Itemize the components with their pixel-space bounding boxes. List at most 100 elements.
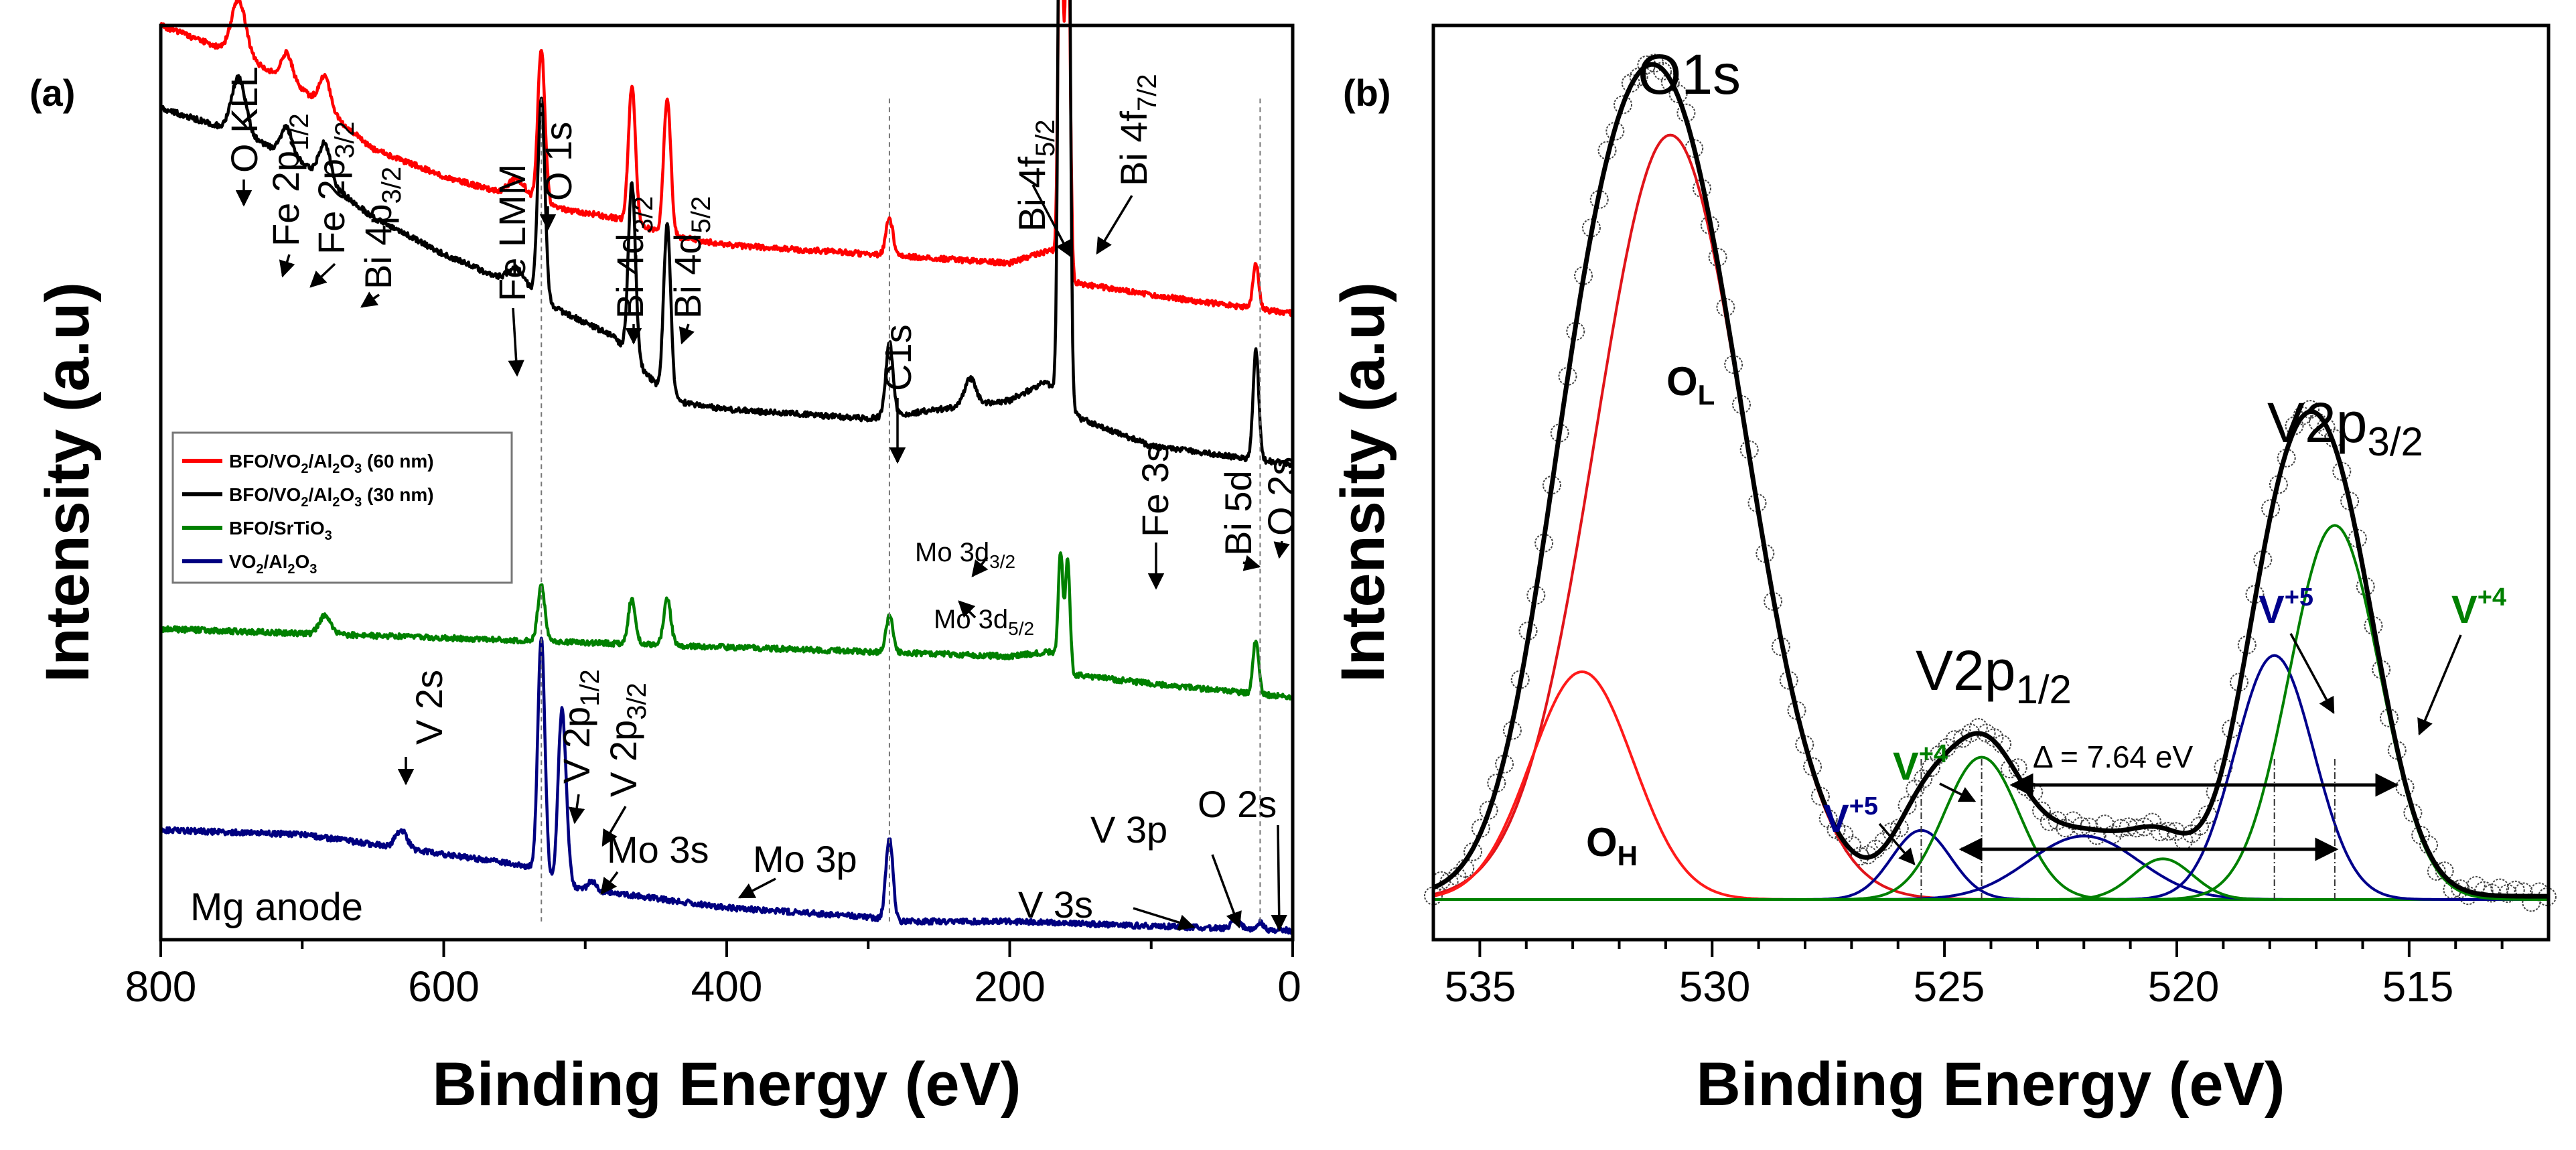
panel-a-series xyxy=(159,0,1295,935)
peak-label: Fe 2p3/2 xyxy=(310,121,360,255)
peak-label: Bi 4d5/2 xyxy=(666,196,716,319)
peak-label: Bi 5d xyxy=(1217,470,1259,556)
arrow xyxy=(1271,824,1287,932)
peak-arrows xyxy=(235,179,1290,932)
x-tick-label: 525 xyxy=(1914,962,1985,1011)
data-point xyxy=(1645,54,1664,73)
peak-label: O 2s xyxy=(1260,457,1302,536)
series-line xyxy=(159,0,1295,468)
legend: BFO/VO2/Al2O3 (60 nm) BFO/VO2/Al2O3 (30 … xyxy=(171,431,513,584)
x-tick-label: 530 xyxy=(1679,962,1751,1011)
peak-label: Fe 3s xyxy=(1134,443,1176,537)
panel-b-frame xyxy=(1431,23,2551,942)
v4-label-p32: V+4 xyxy=(2451,583,2506,632)
data-point xyxy=(1463,842,1482,861)
panel-b-arrows xyxy=(1878,633,2462,865)
panel-b: (b) 535 530 525 520 515 Binding Energy (… xyxy=(1329,23,2557,1119)
series-line xyxy=(159,0,1294,317)
arrow xyxy=(1096,195,1133,255)
peak-label: Bi 4p3/2 xyxy=(357,167,407,289)
panel-b-label: (b) xyxy=(1343,72,1391,114)
arrow xyxy=(1133,907,1196,931)
x-tick-label: 0 xyxy=(1277,962,1301,1011)
peak-label: Mo 3d3/2 xyxy=(915,538,1015,572)
panel-a-x-tick-labels: 800 600 400 200 0 xyxy=(125,962,1301,1011)
peak-label: O 1s xyxy=(537,122,579,201)
v4-label-p12: V+4 xyxy=(1893,740,1948,788)
peak-label: V 3p xyxy=(1090,808,1167,851)
o1s-label: O1s xyxy=(1638,43,1741,106)
peak-label: C1s xyxy=(877,324,919,391)
data-point xyxy=(2411,825,2431,845)
arrow xyxy=(971,556,989,577)
panel-b-x-tick-labels: 535 530 525 520 515 xyxy=(1445,962,2454,1011)
data-point xyxy=(1621,74,1640,93)
data-point xyxy=(1937,738,1956,758)
arrow xyxy=(737,877,776,899)
data-point xyxy=(2316,418,2336,437)
delta-label: Δ = 7.64 eV xyxy=(2033,739,2194,774)
peak-label: V 2p3/2 xyxy=(602,682,652,797)
arrow xyxy=(1031,184,1072,258)
x-tick-label: 200 xyxy=(974,962,1046,1011)
arrow xyxy=(279,254,295,278)
series-line xyxy=(159,551,1295,701)
arrow xyxy=(568,794,585,824)
anode-label: Mg anode xyxy=(190,885,363,929)
panel-b-x-axis xyxy=(1478,940,2504,957)
oh-label: OH xyxy=(1586,820,1638,871)
panel-a-x-axis-title: Binding Energy (eV) xyxy=(432,1050,1021,1119)
panel-a-label: (a) xyxy=(29,72,75,114)
data-point xyxy=(1898,796,1917,815)
arrow xyxy=(360,291,380,308)
v5-label-p12: V+5 xyxy=(1823,792,1878,841)
data-point xyxy=(1653,62,1672,81)
peak-label: Fe 2p1/2 xyxy=(265,113,314,246)
arrow xyxy=(1939,782,1977,802)
data-point xyxy=(2143,812,2162,832)
x-tick-label: 400 xyxy=(691,962,763,1011)
data-point xyxy=(2048,811,2067,831)
peak-label: Bi 4f5/2 xyxy=(1011,119,1060,232)
x-tick-label: 600 xyxy=(408,962,480,1011)
panel-b-y-axis-title: Intensity (a.u) xyxy=(1329,282,1397,682)
arrow xyxy=(2417,634,2462,736)
component-curve xyxy=(1433,524,2549,901)
data-point xyxy=(1922,758,1940,778)
panel-b-data-points xyxy=(1424,54,2557,912)
series-line xyxy=(159,636,1294,935)
data-point xyxy=(1827,820,1846,839)
peak-label: Mo 3d5/2 xyxy=(934,605,1034,639)
peak-annotations: O KLL Fe 2p1/2 Fe 2p3/2 Bi 4p3/2 Fe LMM … xyxy=(223,66,1302,926)
x-tick-label: 520 xyxy=(2148,962,2220,1011)
x-tick-label: 535 xyxy=(1445,962,1516,1011)
peak-label: V 2s xyxy=(408,670,450,745)
arrow xyxy=(1273,541,1290,559)
x-tick-label: 800 xyxy=(125,962,197,1011)
arrow xyxy=(678,324,695,345)
v2p32-label: V2p3/2 xyxy=(2267,391,2423,464)
peak-label: V 3s xyxy=(1018,883,1093,926)
legend-box xyxy=(171,431,513,584)
arrow xyxy=(309,263,336,288)
arrow xyxy=(1878,822,1916,865)
data-point xyxy=(2032,801,2052,820)
panel-b-guides xyxy=(1920,757,2336,900)
envelope-curve xyxy=(1432,62,2549,899)
arrow xyxy=(958,600,977,619)
v5-label-p32: V+5 xyxy=(2259,583,2313,632)
peak-label: O KLL xyxy=(223,66,265,173)
peak-label: Mo 3p xyxy=(753,838,857,880)
peak-label: Mo 3s xyxy=(607,829,709,871)
peak-label: V 2p1/2 xyxy=(555,669,605,784)
legend-entry: BFO/VO2/Al2O3 (30 nm) xyxy=(229,484,434,510)
panel-a-x-axis xyxy=(159,940,1294,957)
ol-label: OL xyxy=(1666,359,1715,411)
arrow xyxy=(601,806,627,847)
peak-label: O 2s xyxy=(1198,783,1277,825)
arrow xyxy=(600,871,619,895)
data-point xyxy=(2293,406,2312,425)
panel-a-guides xyxy=(541,98,1261,922)
peak-label: Bi 4d3/2 xyxy=(609,196,658,319)
